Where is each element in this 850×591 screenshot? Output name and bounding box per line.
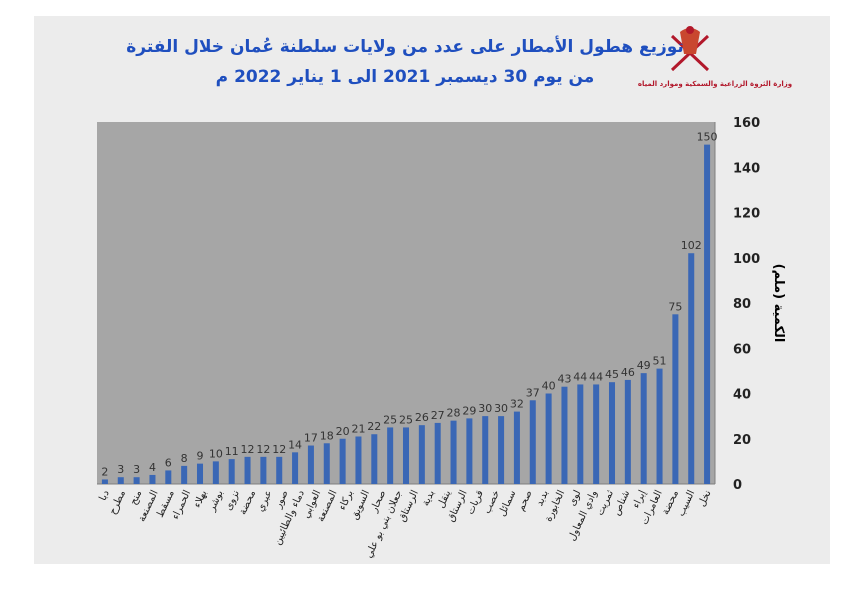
bar <box>688 253 695 484</box>
bar-value-label: 150 <box>697 131 718 144</box>
bar <box>133 477 140 484</box>
bar-value-label: 25 <box>399 413 413 426</box>
bar-value-label: 21 <box>351 422 365 435</box>
bar-value-label: 18 <box>320 429 334 442</box>
bar <box>434 422 441 484</box>
bar <box>402 427 410 484</box>
bar <box>181 465 188 484</box>
bar <box>292 452 299 484</box>
bar-value-label: 51 <box>653 355 667 368</box>
y-tick-label: 80 <box>733 297 751 312</box>
bar <box>323 443 330 484</box>
y-tick-label: 140 <box>733 161 760 176</box>
bar-value-label: 12 <box>256 443 270 456</box>
bar <box>117 477 124 484</box>
bar-value-label: 26 <box>415 411 429 424</box>
bar-value-label: 37 <box>526 386 540 399</box>
bar <box>387 427 394 484</box>
bar <box>212 461 219 484</box>
bar-value-label: 6 <box>165 456 172 469</box>
bar <box>149 474 156 484</box>
chart-title: توزيع هطول الأمطار على عدد من ولايات سلط… <box>126 36 684 57</box>
y-tick-label: 160 <box>733 116 760 131</box>
bar-value-label: 28 <box>447 407 461 420</box>
bar <box>371 434 378 484</box>
bar-value-label: 11 <box>225 445 239 458</box>
bar-value-label: 27 <box>431 409 445 422</box>
bar <box>165 470 172 484</box>
y-tick-label: 40 <box>733 388 751 403</box>
bar-value-label: 10 <box>209 447 223 460</box>
bar <box>101 479 108 484</box>
bar <box>228 459 235 484</box>
bar <box>244 456 251 484</box>
bar <box>260 456 267 484</box>
bar-value-label: 2 <box>101 465 108 478</box>
bar <box>482 416 489 484</box>
bar-value-label: 30 <box>494 402 508 415</box>
bar-value-label: 40 <box>542 380 556 393</box>
bar <box>196 463 204 484</box>
bar <box>355 436 362 484</box>
bar-value-label: 30 <box>478 402 492 415</box>
y-tick-label: 0 <box>733 478 742 493</box>
y-axis-label: الكمية (ملم) <box>771 264 786 343</box>
bar <box>450 420 457 484</box>
y-tick-label: 120 <box>733 207 760 222</box>
x-tick-label: دبا <box>98 489 112 503</box>
bar-value-label: 12 <box>241 443 255 456</box>
bar <box>577 384 584 484</box>
y-tick-labels: 0 20 40 60 80 100 120 140 160 <box>733 116 760 493</box>
bar <box>529 400 536 484</box>
bar-value-label: 44 <box>589 370 603 383</box>
bar <box>276 456 283 484</box>
bar-value-label: 102 <box>681 239 702 252</box>
bar-value-label: 32 <box>510 398 524 411</box>
bar-value-label: 8 <box>181 452 188 465</box>
bar <box>339 438 346 484</box>
bar-value-label: 22 <box>367 420 381 433</box>
emblem-logo <box>670 26 710 72</box>
y-tick-label: 20 <box>733 433 751 448</box>
bar-value-label: 49 <box>637 359 651 372</box>
bar-value-label: 25 <box>383 413 397 426</box>
bar <box>466 418 473 484</box>
bar <box>545 393 552 484</box>
bar-value-label: 17 <box>304 432 318 445</box>
bar <box>307 445 314 484</box>
y-tick-label: 60 <box>733 342 751 357</box>
bar <box>418 425 425 484</box>
bar-value-label: 4 <box>149 461 156 474</box>
bar <box>640 373 647 484</box>
bar-value-label: 12 <box>272 443 286 456</box>
bar-value-label: 29 <box>462 404 476 417</box>
bar <box>561 386 568 484</box>
bar-value-label: 3 <box>117 463 124 476</box>
bar <box>498 416 505 484</box>
bar <box>513 411 520 484</box>
y-tick-label: 100 <box>733 252 760 267</box>
bar-value-label: 75 <box>668 300 682 313</box>
bar <box>656 368 663 484</box>
chart-subtitle: من يوم 30 ديسمبر 2021 الى 1 يناير 2022 م <box>216 67 595 87</box>
ministry-name: وزارة الثروة الزراعية والسمكية وموارد ال… <box>638 80 792 88</box>
bar-value-label: 46 <box>621 366 635 379</box>
bar-value-label: 9 <box>197 450 204 463</box>
bar-value-label: 43 <box>557 373 571 386</box>
bar-value-label: 3 <box>133 463 140 476</box>
bar <box>704 144 711 484</box>
bar <box>608 382 616 484</box>
bar-value-label: 20 <box>336 425 350 438</box>
bar-value-label: 44 <box>573 370 587 383</box>
bar <box>672 314 679 484</box>
bar <box>593 384 600 484</box>
bar-value-label: 14 <box>288 438 302 451</box>
bar-value-label: 45 <box>605 368 619 381</box>
bar-series <box>101 144 711 484</box>
bar <box>624 379 631 484</box>
